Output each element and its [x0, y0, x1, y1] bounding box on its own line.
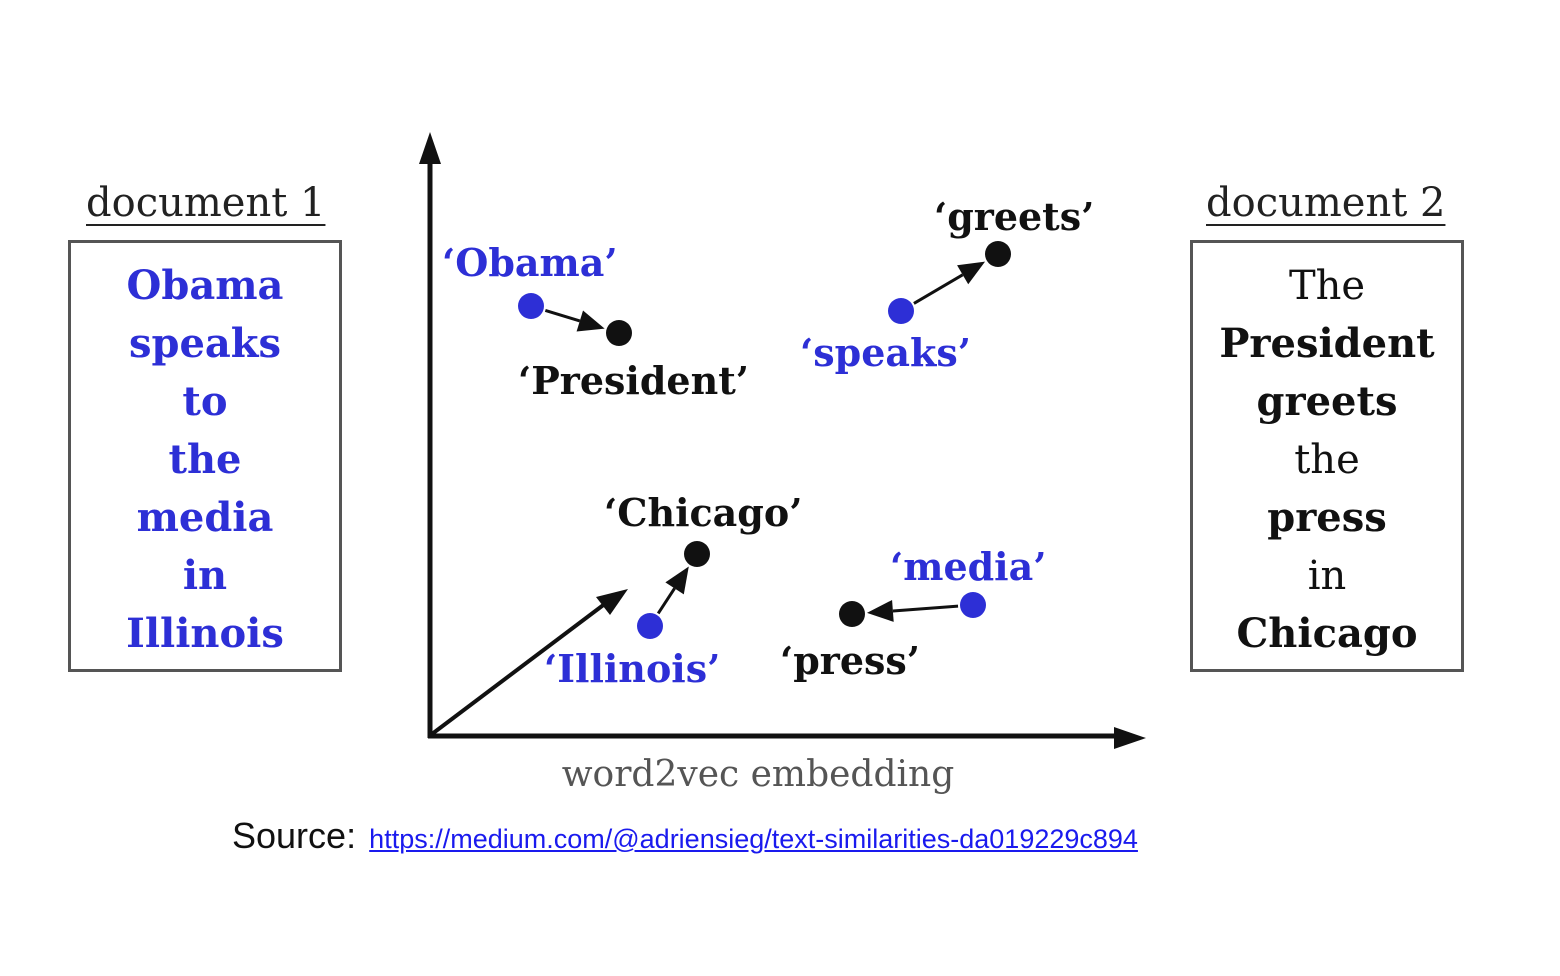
dot-press	[839, 601, 865, 627]
document-1-word: the	[168, 436, 242, 483]
source-label: Source:	[232, 815, 357, 856]
label-obama: ‘Obama’	[442, 240, 618, 285]
document-2-word: Chicago	[1236, 610, 1418, 657]
dot-speaks	[888, 298, 914, 324]
arrow-obama-to-president	[544, 308, 581, 323]
document-1-word: media	[136, 494, 274, 541]
label-media: ‘media’	[890, 544, 1046, 589]
source-link[interactable]: https://medium.com/@adriensieg/text-simi…	[369, 824, 1138, 854]
dot-chicago	[684, 541, 710, 567]
document-2-word: the	[1294, 437, 1360, 483]
document-1-title: document 1	[86, 180, 326, 226]
document-1-word: in	[182, 552, 228, 599]
origin-vector	[430, 601, 608, 736]
axis-label: word2vec embedding	[562, 754, 955, 795]
document-2-word: The	[1288, 263, 1366, 309]
label-president: ‘President’	[518, 358, 749, 403]
x-axis-arrow-icon	[1114, 727, 1146, 749]
arrowhead-president-icon	[576, 310, 605, 332]
document-2-word: in	[1307, 553, 1347, 599]
label-illinois: ‘Illinois’	[544, 646, 720, 691]
document-1-word: to	[182, 378, 228, 425]
arrowhead-chicago-icon	[665, 566, 689, 595]
label-speaks: ‘speaks’	[800, 330, 971, 375]
y-axis-arrow-icon	[419, 132, 441, 164]
document-2-word: greets	[1256, 378, 1398, 425]
document-1-word: Illinois	[126, 610, 284, 657]
label-press: ‘press’	[780, 638, 920, 683]
arrow-illinois-to-chicago	[656, 587, 676, 615]
arrowhead-greets-icon	[957, 261, 986, 285]
source-line: Source: https://medium.com/@adriensieg/t…	[232, 815, 1138, 857]
document-2-word: press	[1267, 494, 1387, 541]
dot-media	[960, 592, 986, 618]
document-2-box: The President greets the press in Chicag…	[1190, 240, 1464, 672]
dot-obama	[518, 293, 544, 319]
document-1-box: Obama speaks to the media in Illinois	[68, 240, 342, 672]
arrow-speaks-to-greets	[913, 273, 964, 305]
dot-greets	[985, 241, 1011, 267]
dot-illinois	[637, 613, 663, 639]
document-1-word: Obama	[126, 262, 284, 309]
label-greets: ‘greets’	[934, 194, 1094, 239]
document-2-word: President	[1219, 320, 1435, 367]
document-1-word: speaks	[128, 320, 282, 367]
arrowhead-press-icon	[866, 599, 894, 622]
dot-president	[606, 320, 632, 346]
document-2-title: document 2	[1206, 180, 1446, 226]
origin-vector-arrowhead-icon	[596, 589, 628, 615]
arrow-media-to-press	[892, 604, 959, 613]
label-chicago: ‘Chicago’	[604, 490, 802, 535]
